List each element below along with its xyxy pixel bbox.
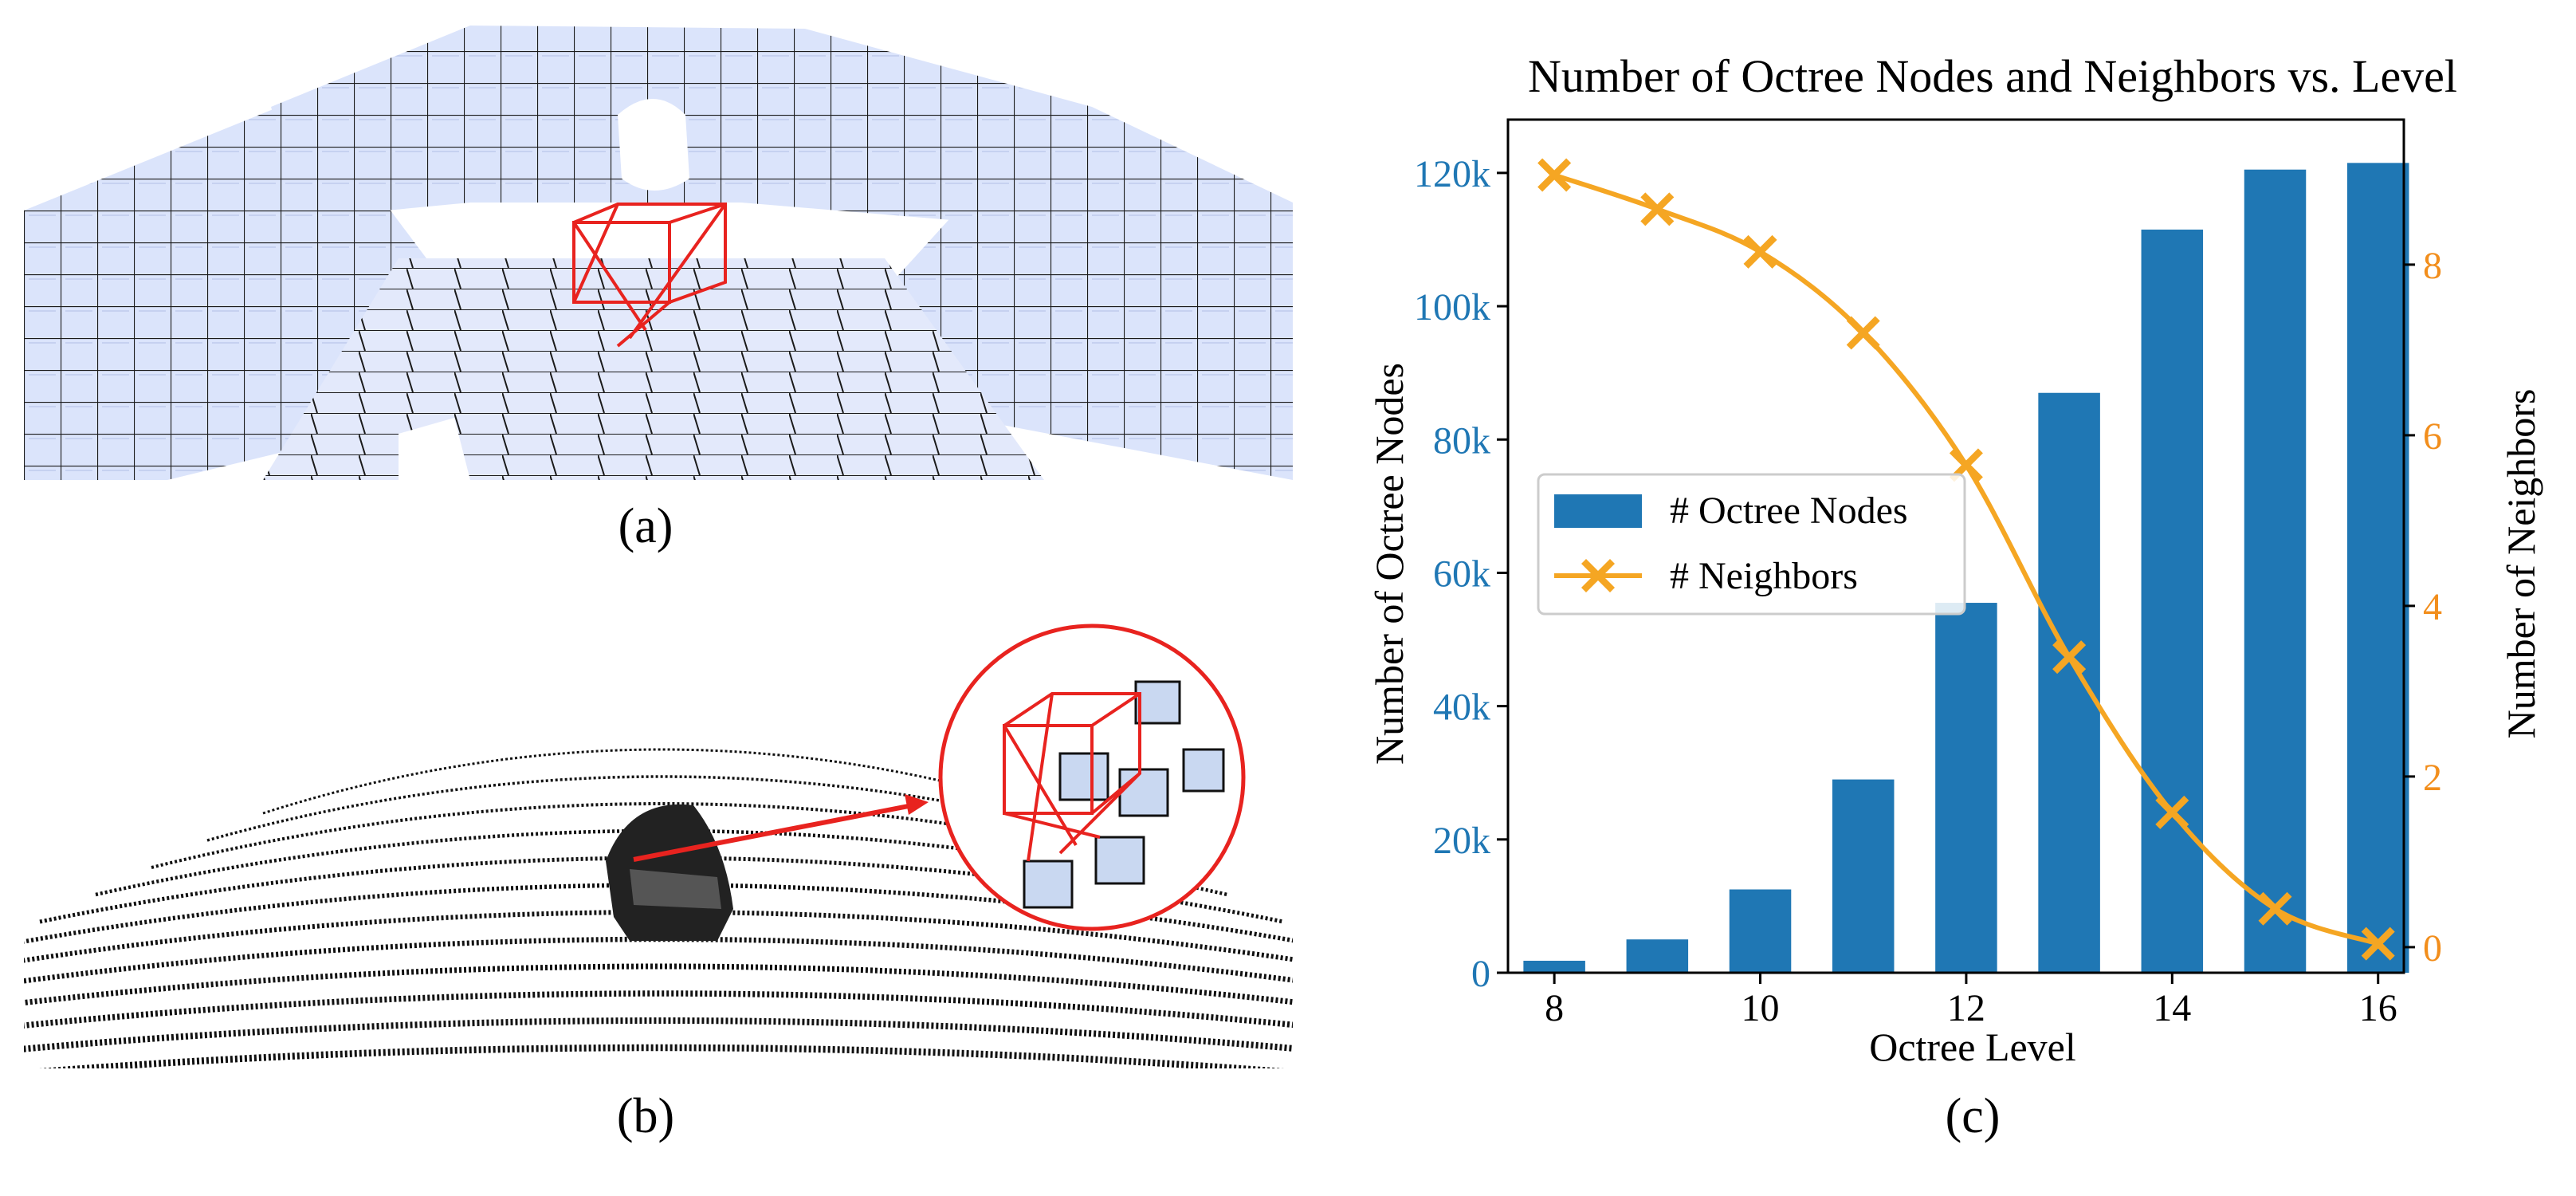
magnifier-inset [938, 624, 1246, 931]
bar [1729, 889, 1792, 973]
y-tick-label: 40k [1433, 687, 1490, 729]
bar [1832, 779, 1895, 973]
scan-ring [0, 990, 1563, 1060]
scan-ring [0, 963, 1507, 1033]
y2-tick-label: 8 [2423, 245, 2442, 287]
neighbors-marker [1640, 192, 1675, 226]
legend-label-neighbors: # Neighbors [1670, 555, 1858, 597]
caption-a: (a) [618, 499, 673, 553]
x-tick-label: 8 [1545, 987, 1564, 1029]
neighbors-marker [2361, 927, 2395, 961]
panel-a [24, 19, 1293, 480]
y-tick-label: 80k [1433, 419, 1490, 462]
neighbors-marker [2052, 640, 2087, 675]
y-tick-label: 20k [1433, 820, 1490, 862]
bar [2141, 229, 2204, 973]
bar [1523, 960, 1585, 973]
y-tick-label: 100k [1414, 286, 1490, 329]
octree-chart: Number of Octree Nodes and Neighbors vs.… [1367, 50, 2543, 1069]
neighbors-marker [1537, 158, 1572, 192]
bar [1935, 603, 1997, 973]
y2-tick-label: 4 [2423, 586, 2442, 628]
legend-label-bars: # Octree Nodes [1670, 490, 1908, 532]
x-axis-label: Octree Level [1869, 1025, 2076, 1069]
panel-b [0, 606, 1786, 1170]
caption-b: (b) [616, 1089, 675, 1143]
y-tick-label: 120k [1414, 153, 1490, 195]
y2-tick-label: 6 [2423, 415, 2442, 458]
car-silhouette [606, 804, 733, 941]
y2-axis-label: Number of Neighbors [2499, 389, 2543, 739]
y2-tick-label: 2 [2423, 757, 2442, 799]
bar [2038, 392, 2100, 973]
y2-tick-label: 0 [2423, 927, 2442, 970]
caption-c: (c) [1945, 1089, 2001, 1143]
y-tick-label: 0 [1471, 953, 1490, 995]
chart-title: Number of Octree Nodes and Neighbors vs.… [1528, 50, 2457, 102]
y-tick-label: 60k [1433, 553, 1490, 595]
bar [2244, 169, 2307, 973]
neighbors-marker [2258, 891, 2292, 926]
neighbors-line [1553, 172, 2379, 946]
lidar-point-cloud-image [0, 624, 1786, 1170]
legend-box [1537, 473, 1966, 616]
scan-ring [206, 775, 1117, 842]
x-tick-label: 10 [1742, 987, 1780, 1029]
x-tick-label: 14 [2153, 987, 2191, 1029]
neighbors-marker [1846, 316, 1880, 350]
x-tick-label: 12 [1947, 987, 1985, 1029]
x-tick-label: 16 [2359, 987, 2397, 1029]
zoom-arrow [633, 794, 929, 862]
bar [1626, 939, 1689, 973]
highlighted-voxel [572, 203, 727, 348]
chart-legend: # Octree Nodes # Neighbors [1537, 473, 1966, 616]
bar [2346, 163, 2409, 973]
y-axis-label: Number of Octree Nodes [1367, 363, 1412, 765]
scan-ring [0, 1044, 1675, 1115]
neighbors-marker [1581, 559, 1615, 592]
legend-swatch-bars [1554, 494, 1642, 528]
neighbors-marker [1743, 234, 1777, 269]
neighbors-marker [2155, 795, 2189, 829]
plot-frame [1506, 118, 2405, 974]
octree-voxel-image [24, 26, 1293, 480]
